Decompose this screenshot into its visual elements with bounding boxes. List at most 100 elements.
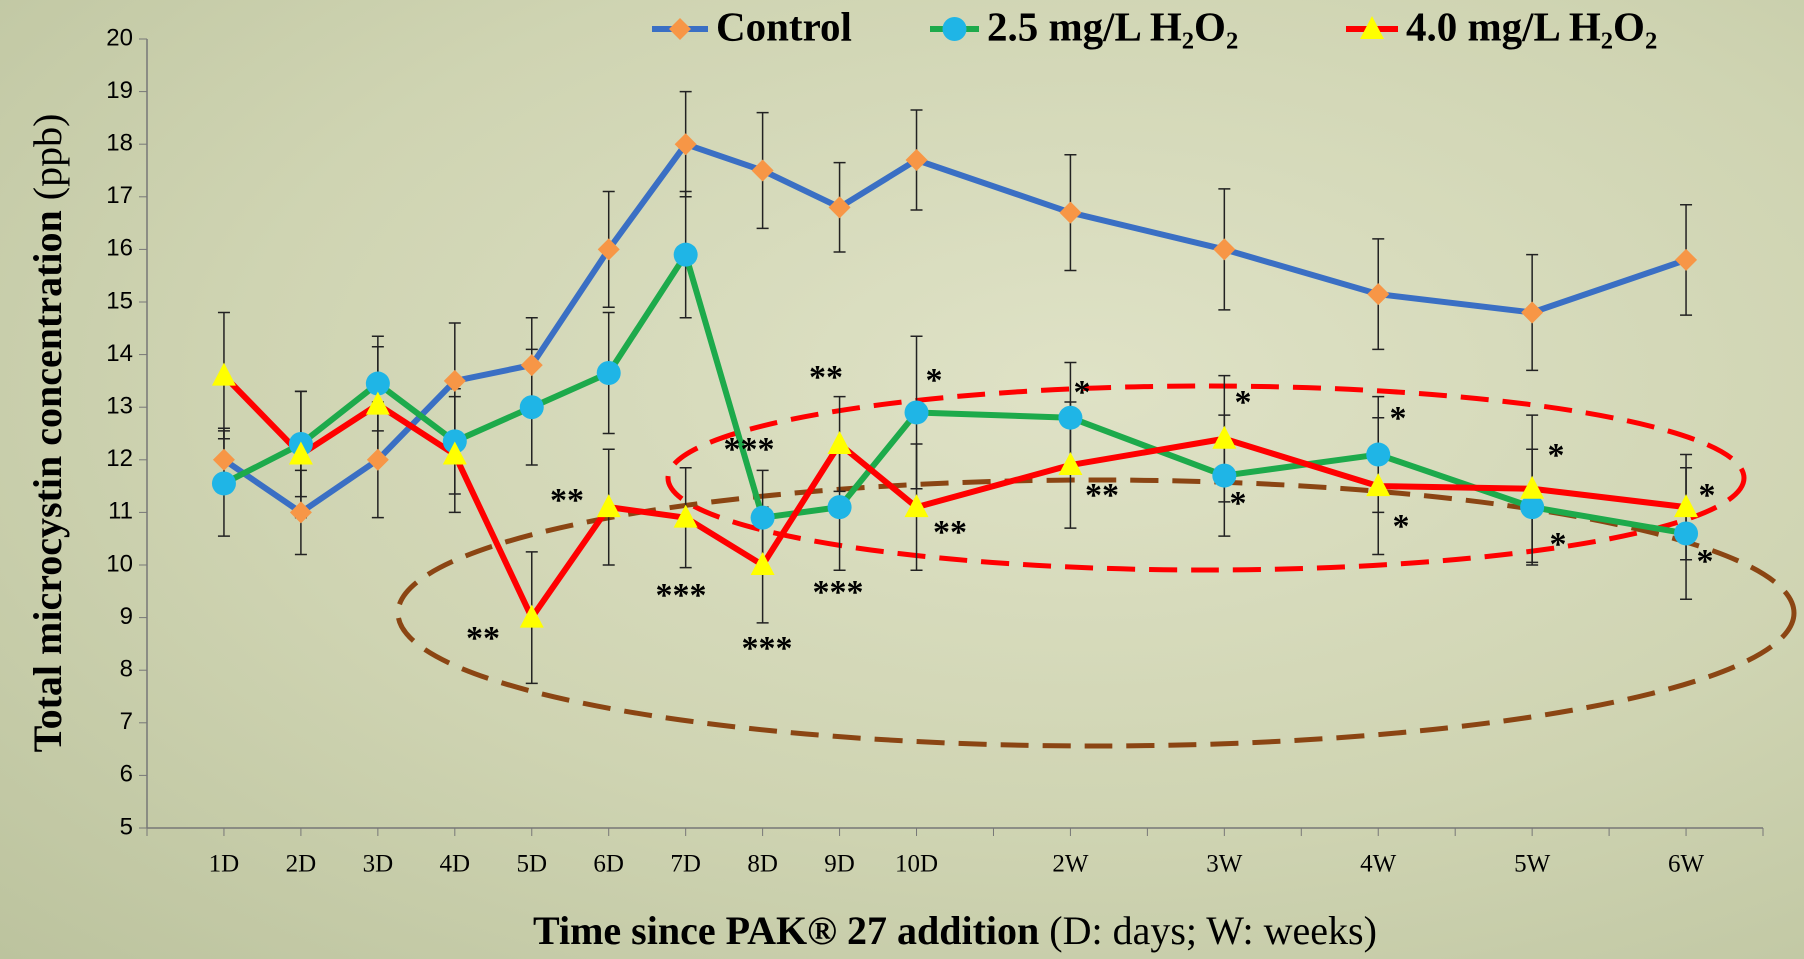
- x-tick-label: 4D: [440, 851, 471, 878]
- y-tick-label: 15: [106, 287, 133, 314]
- marker: [904, 400, 929, 425]
- marker: [1212, 463, 1237, 488]
- y-tick-label: 20: [106, 24, 133, 51]
- legend-label: Control: [716, 3, 852, 49]
- significance-label: **: [809, 359, 843, 396]
- y-tick-label: 10: [106, 550, 133, 577]
- marker: [1674, 521, 1699, 546]
- marker: [904, 494, 929, 518]
- significance-label: ***: [742, 630, 793, 667]
- y-tick-label: 8: [120, 656, 133, 683]
- y-tick-label: 6: [120, 761, 133, 788]
- significance-label: **: [466, 620, 500, 657]
- marker: [520, 354, 543, 377]
- significance-label: *: [1230, 485, 1247, 522]
- y-tick-label: 14: [106, 340, 133, 367]
- marker: [1520, 475, 1545, 499]
- marker: [827, 495, 852, 520]
- marker: [211, 471, 236, 496]
- y-tick-label: 17: [106, 182, 133, 209]
- marker: [828, 196, 851, 219]
- x-label: Time since PAK® 27 addition: [533, 908, 1039, 953]
- significance-label: *: [1393, 508, 1410, 545]
- marker: [674, 133, 697, 156]
- x-tick-label: 1D: [209, 851, 240, 878]
- x-tick-label: 5D: [516, 851, 547, 878]
- marker: [289, 501, 312, 524]
- marker: [669, 18, 691, 40]
- x-tick-label: 2D: [286, 851, 317, 878]
- marker: [1675, 248, 1698, 271]
- significance-label: ***: [656, 577, 707, 614]
- marker: [1366, 442, 1391, 467]
- marker: [1360, 16, 1384, 39]
- x-tick-label: 3D: [363, 851, 394, 878]
- x-tick-label: 10D: [895, 851, 938, 878]
- marker: [288, 441, 313, 465]
- significance-label: *: [1074, 374, 1091, 411]
- x-tick-label: 2W: [1052, 851, 1089, 878]
- highlight-ellipse: [665, 383, 1747, 573]
- marker: [1059, 201, 1082, 224]
- significance-label: **: [550, 482, 584, 519]
- x-tick-label: 8D: [747, 851, 778, 878]
- x-tick-label: 6W: [1668, 851, 1705, 878]
- y-tick-label: 7: [120, 708, 133, 735]
- legend-label: 2.5 mg/L H₂O₂: [987, 3, 1238, 49]
- marker: [750, 552, 775, 575]
- series-line: [222, 141, 1688, 516]
- x-tick-label: 3W: [1206, 851, 1243, 878]
- marker: [673, 504, 698, 528]
- y-tick-label: 9: [120, 603, 133, 630]
- y-tick-label: 13: [106, 393, 133, 420]
- y-tick-label: 18: [106, 130, 133, 157]
- y-label-unit: (ppb): [25, 114, 70, 201]
- marker: [1520, 495, 1545, 520]
- marker: [597, 238, 620, 261]
- marker: [1674, 494, 1699, 518]
- significance-label: *: [1390, 400, 1407, 437]
- marker: [443, 369, 466, 392]
- marker: [1058, 405, 1083, 430]
- marker: [827, 431, 852, 455]
- axes: [139, 38, 1764, 836]
- marker: [1366, 473, 1391, 497]
- highlight-ellipse: [395, 477, 1797, 749]
- x-tick-label: 5W: [1514, 851, 1551, 878]
- marker: [442, 429, 467, 454]
- x-tick-label: 4W: [1360, 851, 1397, 878]
- significance-label: **: [933, 514, 967, 551]
- y-axis-title: Total microcystin concentration (ppb): [25, 114, 70, 753]
- marker: [1213, 238, 1236, 261]
- x-axis-title: Time since PAK® 27 addition (D: days; W:…: [533, 908, 1377, 953]
- legend-label: 4.0 mg/L H₂O₂: [1406, 3, 1657, 49]
- y-tick-label: 16: [106, 235, 133, 262]
- marker: [365, 391, 390, 415]
- significance-label: *: [1697, 543, 1714, 580]
- marker: [751, 159, 774, 182]
- marker: [442, 441, 467, 465]
- significance-label: *: [1699, 477, 1716, 514]
- x-label-note: (D: days; W: weeks): [1049, 908, 1377, 953]
- significance-label: *: [1550, 526, 1567, 563]
- x-tick-label: 6D: [593, 851, 624, 878]
- marker: [596, 494, 621, 518]
- y-tick-label: 12: [106, 445, 133, 472]
- significance-label: ***: [724, 431, 775, 468]
- y-tick-label: 5: [120, 813, 133, 840]
- significance-label: *: [926, 362, 943, 399]
- marker: [905, 148, 928, 171]
- significance-label: *: [1548, 437, 1565, 474]
- x-tick-label: 9D: [824, 851, 855, 878]
- marker: [942, 17, 967, 41]
- y-tick-label: 11: [108, 498, 133, 525]
- significance-label: **: [1085, 477, 1119, 514]
- marker: [1521, 301, 1544, 324]
- marker: [596, 361, 621, 386]
- marker: [366, 448, 389, 471]
- marker: [365, 371, 390, 396]
- marker: [519, 395, 544, 420]
- marker: [211, 362, 236, 386]
- marker: [519, 604, 544, 628]
